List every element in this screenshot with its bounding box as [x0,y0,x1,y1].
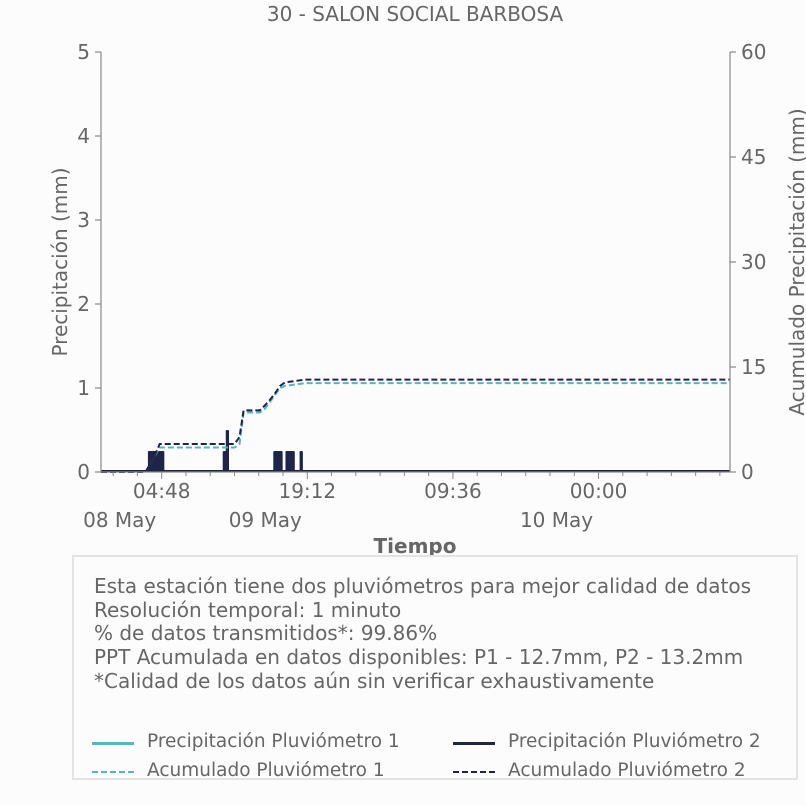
precip-bar [279,451,283,472]
legend-label: Precipitación Pluviómetro 1 [147,731,400,752]
info-line-transmitted: % de datos transmitidos*: 99.86% [94,621,438,646]
plot-area [101,378,730,473]
precip-bar [161,451,165,472]
cumulative-line [101,382,730,473]
legend-item-precip-p2: Precipitación Pluviómetro 2 [453,731,793,755]
left-y-axis-label: Precipitación (mm) [48,167,72,356]
left-tick-label: 0 [77,460,90,484]
left-tick-label: 3 [77,208,90,232]
info-box: Esta estación tiene dos pluviómetros par… [72,555,798,781]
legend-item-precip-p1: Precipitación Pluviómetro 1 [92,731,422,755]
right-tick-label: 60 [741,40,766,64]
left-tick-label: 2 [77,292,90,316]
cumulative-line [101,378,730,473]
legend-item-acum-p2: Acumulado Pluviómetro 2 [453,760,793,784]
legend-swatch-acum-p2 [453,771,495,773]
info-line-accumulated: PPT Acumulada en datos disponibles: P1 -… [94,645,744,670]
left-tick-label: 5 [77,40,90,64]
x-tick-label: 04:48 [133,479,191,503]
x-ticks: 04:48 08 May 19:12 09 May 09:36 00:00 10 May [83,472,721,532]
legend-item-acum-p1: Acumulado Pluviómetro 1 [92,760,422,784]
precip-bar [291,451,295,472]
legend-label: Acumulado Pluviómetro 1 [147,760,385,781]
right-y-axis-label: Acumulado Precipitación (mm) [785,108,806,415]
info-line-resolution: Resolución temporal: 1 minuto [94,597,402,622]
right-tick-label: 45 [741,145,766,169]
right-tick-label: 30 [741,250,766,274]
right-tick-label: 15 [741,355,766,379]
legend-swatch-precip-p1 [92,742,134,745]
precip-bar [299,451,303,472]
x-date-label: 08 May [83,508,156,532]
right-y-ticks: 0 15 30 45 60 [730,40,766,484]
right-tick-label: 0 [741,460,754,484]
legend-label: Acumulado Pluviómetro 2 [508,760,746,781]
info-line-stations: Esta estación tiene dos pluviómetros par… [94,574,752,598]
legend-label: Precipitación Pluviómetro 2 [508,731,761,752]
legend-swatch-acum-p1 [92,771,134,773]
precip-bar [225,430,230,472]
x-date-label: 10 May [520,508,593,532]
info-line-quality: *Calidad de los datos aún sin verificar … [94,668,655,693]
chart-title: 30 - SALON SOCIAL BARBOSA [267,2,564,26]
left-tick-label: 1 [77,376,90,400]
x-tick-label: 00:00 [570,479,628,503]
left-y-ticks: 0 1 2 3 4 5 [77,40,101,484]
x-tick-label: 19:12 [278,479,336,503]
x-date-label: 09 May [229,508,302,532]
info-lines: Esta estación tiene dos pluviómetros par… [94,574,752,694]
legend-swatch-precip-p2 [453,742,495,745]
x-axis-label: Tiempo [374,534,457,558]
x-tick-label: 09:36 [424,479,482,503]
left-tick-label: 4 [77,124,90,148]
